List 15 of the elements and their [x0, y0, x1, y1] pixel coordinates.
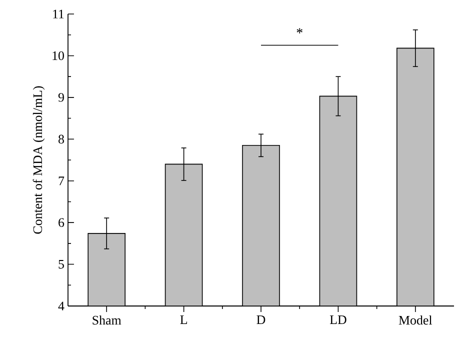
y-tick-label: 5 [58, 260, 64, 269]
y-tick-label: 6 [58, 218, 64, 227]
y-tick-label: 9 [58, 93, 64, 102]
y-axis-title: Content of MDA (nmol/mL) [32, 86, 45, 234]
annotation: * [296, 28, 302, 34]
x-tick-label: Sham [92, 316, 122, 325]
x-tick-label: L [180, 315, 187, 324]
x-tick-label: D [256, 315, 266, 324]
y-tick-label: 8 [58, 134, 64, 144]
y-tick-label: 11 [53, 10, 64, 18]
y-tick-label: 10 [52, 51, 64, 60]
x-tick-label: Model [398, 316, 432, 325]
x-tick-label: LD [330, 315, 346, 324]
y-tick-label: 4 [58, 302, 64, 310]
y-tick-label: 7 [58, 176, 64, 186]
